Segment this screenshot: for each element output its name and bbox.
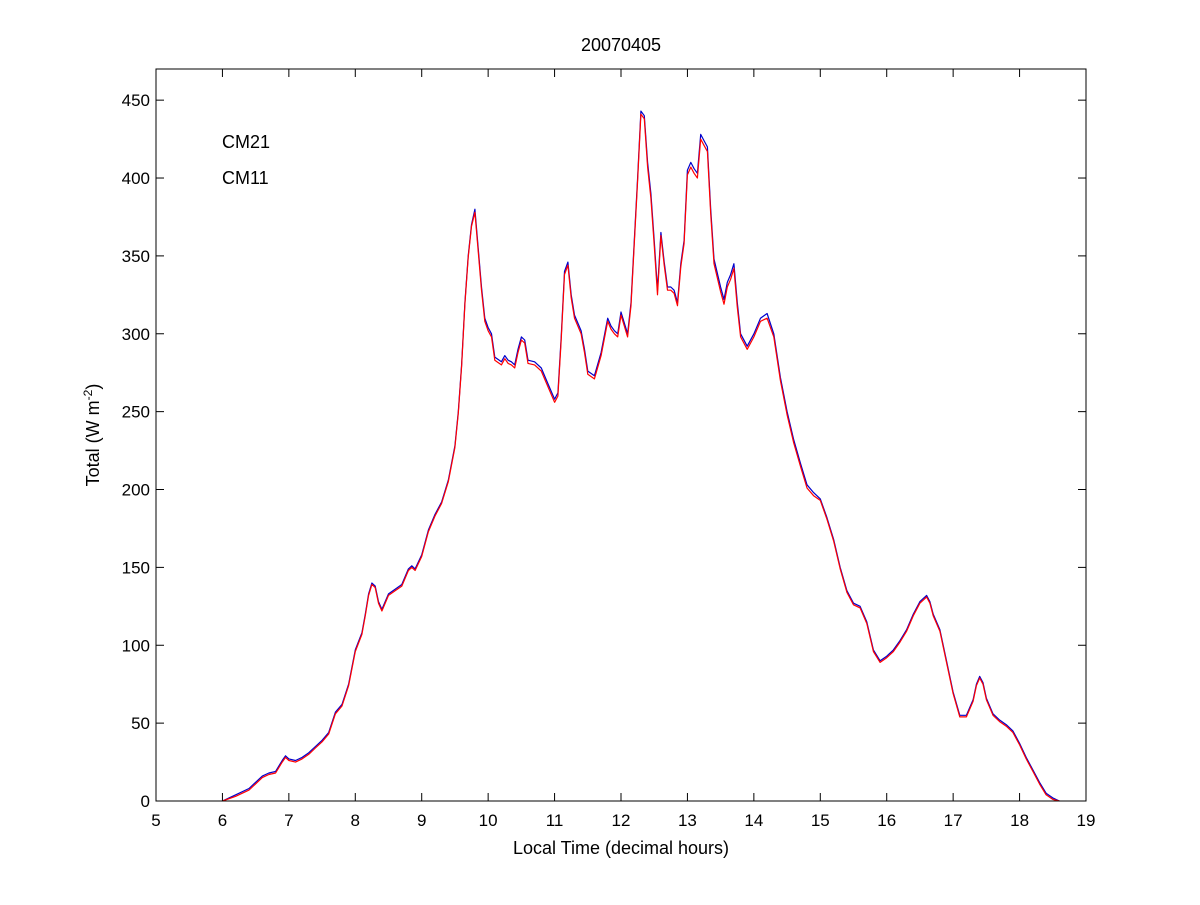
- x-tick-label: 13: [678, 811, 697, 830]
- series-layer: [222, 110, 1060, 802]
- y-axis-label-superscript: -2: [81, 389, 95, 400]
- x-tick-label: 10: [479, 811, 498, 830]
- x-axis-label: Local Time (decimal hours): [513, 838, 729, 858]
- series-line-cm11: [222, 113, 1060, 802]
- x-tick-label: 6: [218, 811, 227, 830]
- legend-entry-cm21: CM21: [222, 132, 270, 152]
- x-tick-label: 15: [811, 811, 830, 830]
- y-tick-label: 200: [122, 481, 150, 500]
- x-tick-label: 14: [744, 811, 763, 830]
- y-tick-label: 250: [122, 403, 150, 422]
- plot-area: [156, 69, 1086, 801]
- x-tick-label: 12: [612, 811, 631, 830]
- y-tick-label: 350: [122, 247, 150, 266]
- x-tick-label: 19: [1077, 811, 1096, 830]
- x-tick-label: 11: [546, 811, 564, 830]
- legend-entry-cm11: CM11: [222, 168, 269, 188]
- x-tick-label: 5: [151, 811, 160, 830]
- x-tick-label: 9: [417, 811, 426, 830]
- y-tick-label: 400: [122, 169, 150, 188]
- x-axis-ticks: 5 6 7 8 9 10 11 12 13 14 15 16 17 18 19: [151, 69, 1095, 830]
- y-tick-label: 450: [122, 91, 150, 110]
- y-tick-label: 150: [122, 558, 150, 577]
- y-axis-label-close: ): [83, 384, 103, 390]
- x-tick-label: 7: [284, 811, 293, 830]
- y-axis-label: Total (W m-2): [81, 384, 103, 487]
- chart-title: 20070405: [581, 35, 661, 55]
- y-axis-label-main: Total (W m: [83, 400, 103, 486]
- y-tick-label: 0: [141, 792, 150, 811]
- y-tick-label: 50: [131, 714, 150, 733]
- x-tick-label: 18: [1010, 811, 1029, 830]
- y-tick-label: 100: [122, 636, 150, 655]
- legend: CM21 CM11: [222, 132, 270, 188]
- x-tick-label: 16: [877, 811, 896, 830]
- y-axis-ticks: 0 50 100 150 200 250 300 350 400 450: [122, 91, 1086, 811]
- y-tick-label: 300: [122, 325, 150, 344]
- x-tick-label: 8: [351, 811, 360, 830]
- x-tick-label: 17: [944, 811, 963, 830]
